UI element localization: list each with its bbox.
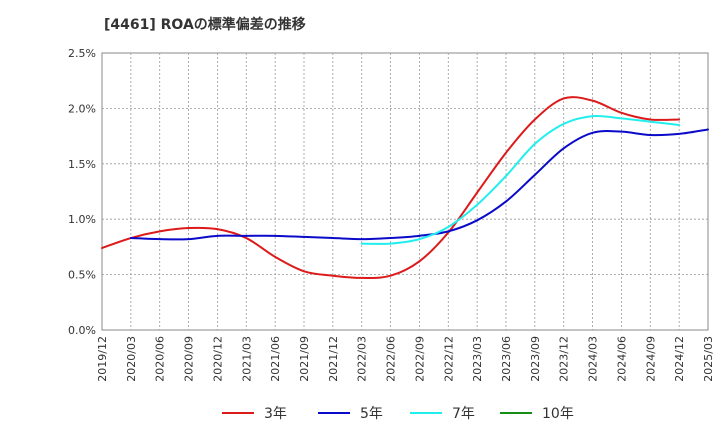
y-tick-label: 0.5% [68,269,96,282]
series-line-3 [360,114,681,245]
x-tick-label: 2024/12 [673,336,686,382]
x-tick-label: 2021/09 [298,336,311,382]
x-tick-label: 2022/06 [385,336,398,382]
x-tick-label: 2023/06 [500,336,513,382]
y-axis-ticks: 0.0% 0.5% 1.0% 1.5% 2.0% 2.5% [68,47,96,337]
x-tick-label: 2021/03 [240,336,253,382]
x-tick-label: 2024/06 [615,336,628,382]
grid [102,53,708,330]
y-tick-label: 1.0% [68,213,96,226]
x-tick-label: 2022/12 [442,336,455,382]
y-tick-label: 2.5% [68,47,96,60]
legend-label: 7年 [452,406,475,422]
y-tick-label: 2.0% [68,102,96,115]
legend-label: 10年 [542,406,574,422]
y-tick-label: 1.5% [68,158,96,171]
series-line-2 [129,128,709,241]
series-lines [101,96,709,279]
x-tick-label: 2023/09 [529,336,542,382]
legend: 3年 5年 7年 10年 [222,406,574,422]
x-tick-label: 2021/06 [269,336,282,382]
x-tick-label: 2023/12 [558,336,571,382]
legend-label: 5年 [360,406,383,422]
y-tick-label: 0.0% [68,324,96,337]
plot-area [101,52,709,331]
x-tick-label: 2020/03 [125,336,138,382]
series-line-1 [101,96,681,279]
legend-label: 3年 [264,406,287,422]
x-tick-label: 2023/03 [471,336,484,382]
x-tick-label: 2020/06 [154,336,167,382]
x-tick-label: 2020/09 [183,336,196,382]
x-tick-label: 2021/12 [327,336,340,382]
x-tick-label: 2022/09 [413,336,426,382]
x-tick-label: 2019/12 [96,336,109,382]
x-tick-label: 2025/03 [702,336,715,382]
x-tick-label: 2024/09 [644,336,657,382]
x-axis-ticks: 2019/12 2020/03 2020/06 2020/09 2020/12 2021/… [96,336,715,382]
x-tick-label: 2024/03 [587,336,600,382]
x-tick-label: 2022/03 [356,336,369,382]
x-tick-label: 2020/12 [211,336,224,382]
chart-title: [4461] ROAの標準偏差の推移 [104,17,306,33]
